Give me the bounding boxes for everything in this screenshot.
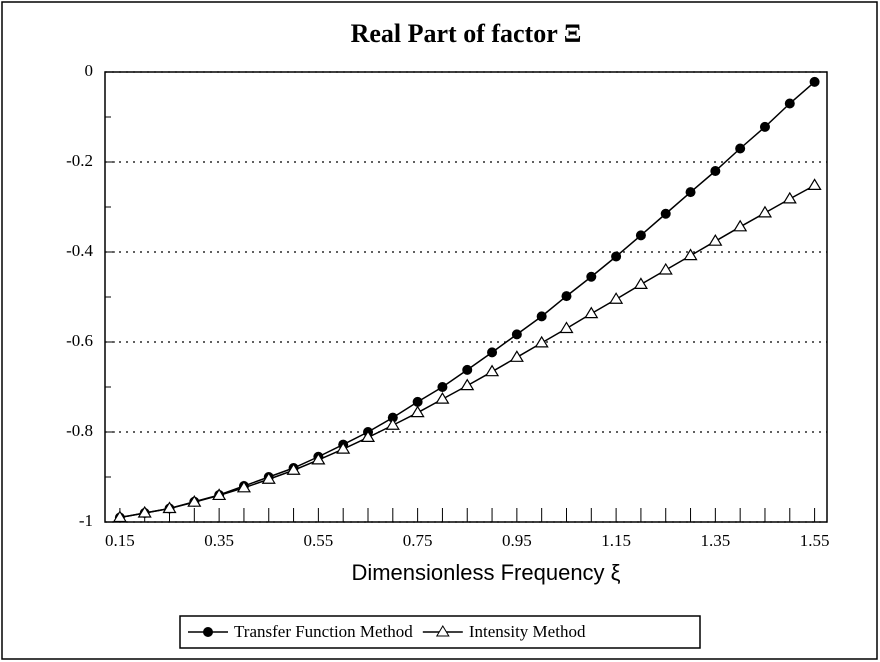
- point: [733, 219, 748, 232]
- point: [685, 187, 696, 198]
- point: [286, 463, 301, 475]
- y-tick-label: -0.8: [66, 421, 93, 440]
- point: [609, 292, 624, 304]
- point: [534, 335, 549, 348]
- point: [633, 277, 648, 289]
- point: [586, 271, 597, 282]
- point: [462, 364, 473, 375]
- point: [710, 166, 721, 176]
- point: [782, 191, 797, 204]
- point: [809, 76, 820, 87]
- legend-marker: [435, 625, 450, 637]
- point: [437, 382, 448, 392]
- point: [360, 430, 376, 442]
- x-tick-label: 1.35: [700, 531, 730, 550]
- y-tick-label: -0.2: [66, 151, 93, 170]
- point: [807, 178, 822, 190]
- x-tick-label: 0.95: [502, 531, 532, 550]
- point: [561, 291, 572, 302]
- point: [784, 98, 795, 109]
- point: [137, 505, 152, 518]
- y-tick-label: 0: [85, 61, 94, 80]
- point: [236, 480, 252, 493]
- point: [559, 321, 574, 334]
- point: [658, 262, 673, 275]
- point: [683, 248, 698, 261]
- point: [484, 364, 500, 377]
- legend-label: Transfer Function Method: [234, 622, 413, 641]
- plot-frame: [104, 71, 828, 523]
- point: [487, 347, 498, 358]
- point: [708, 234, 723, 246]
- point: [759, 121, 770, 132]
- legend: Transfer Function Method Intensity Method: [179, 615, 701, 649]
- y-tick-label: -1: [79, 511, 93, 530]
- point: [509, 350, 524, 362]
- chart-title: Real Part of factor Ξ: [351, 19, 582, 48]
- x-tick-label: 1.15: [601, 531, 631, 550]
- point: [385, 418, 400, 430]
- point: [412, 396, 423, 407]
- point: [435, 391, 450, 404]
- point: [611, 251, 622, 262]
- point: [261, 472, 276, 484]
- point: [735, 143, 746, 154]
- x-axis-label: Dimensionless Frequency ξ: [351, 560, 620, 585]
- legend-marker: [203, 627, 213, 637]
- point: [187, 495, 202, 507]
- x-tick-label: 0.75: [403, 531, 433, 550]
- x-tick-label: 1.55: [800, 531, 830, 550]
- y-tick-label: -0.6: [66, 331, 93, 350]
- point: [460, 378, 475, 391]
- y-tick-label: -0.4: [66, 241, 93, 260]
- point: [536, 311, 547, 322]
- legend-label: Intensity Method: [469, 622, 586, 641]
- point: [584, 306, 599, 319]
- x-tick-label: 0.15: [105, 531, 135, 550]
- point: [112, 510, 127, 523]
- x-tick-label: 0.55: [303, 531, 333, 550]
- point: [336, 441, 351, 454]
- point: [212, 488, 227, 501]
- point: [410, 405, 425, 418]
- point: [162, 501, 177, 514]
- point: [311, 452, 326, 465]
- point: [660, 208, 671, 219]
- point: [757, 205, 773, 218]
- point: [635, 230, 646, 241]
- point: [511, 329, 522, 340]
- point: [387, 412, 398, 423]
- x-tick-label: 0.35: [204, 531, 234, 550]
